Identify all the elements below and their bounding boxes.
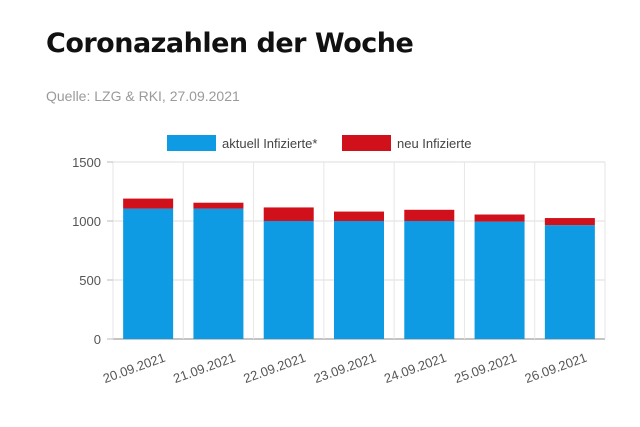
y-tick-label: 0: [94, 332, 101, 347]
bar-aktuell-infizierte[interactable]: [544, 225, 595, 339]
bar-aktuell-infizierte[interactable]: [193, 208, 244, 339]
x-tick-label: 26.09.2021: [523, 350, 589, 386]
source-note: Quelle: LZG & RKI, 27.09.2021: [46, 88, 240, 104]
bar-neu-infizierte[interactable]: [474, 214, 525, 222]
legend-swatch-neu: [342, 135, 391, 151]
x-tick-label: 21.09.2021: [171, 350, 237, 386]
bar-neu-infizierte[interactable]: [404, 209, 455, 221]
legend-item-aktuell[interactable]: aktuell Infizierte*: [167, 135, 317, 151]
x-axis: 20.09.2021 21.09.2021 22.09.2021 23.09.2021…: [101, 350, 589, 386]
bars: [123, 198, 595, 339]
legend-swatch-aktuell: [167, 135, 216, 151]
y-axis: 0 500 1000 1500: [72, 155, 113, 347]
x-tick-label: 24.09.2021: [382, 350, 448, 386]
bar-neu-infizierte[interactable]: [193, 202, 244, 209]
bar-aktuell-infizierte[interactable]: [123, 208, 174, 339]
bar-aktuell-infizierte[interactable]: [404, 221, 455, 339]
bar-aktuell-infizierte[interactable]: [263, 221, 314, 339]
legend: aktuell Infizierte* neu Infizierte: [167, 135, 471, 151]
bar-neu-infizierte[interactable]: [544, 218, 595, 226]
x-tick-label: 20.09.2021: [101, 350, 167, 386]
x-tick-label: 23.09.2021: [312, 350, 378, 386]
x-tick-label: 22.09.2021: [241, 350, 307, 386]
bar-neu-infizierte[interactable]: [263, 207, 314, 221]
bar-neu-infizierte[interactable]: [334, 211, 384, 221]
x-tick-label: 25.09.2021: [452, 350, 518, 386]
legend-item-neu[interactable]: neu Infizierte: [342, 135, 471, 151]
legend-label-aktuell: aktuell Infizierte*: [222, 136, 317, 151]
bar-aktuell-infizierte[interactable]: [334, 221, 384, 339]
legend-label-neu: neu Infizierte: [397, 136, 471, 151]
y-tick-label: 1500: [72, 155, 101, 170]
bar-aktuell-infizierte[interactable]: [474, 221, 525, 339]
page-title: Coronazahlen der Woche: [46, 28, 414, 59]
y-tick-label: 500: [79, 273, 101, 288]
y-tick-label: 1000: [72, 214, 101, 229]
bar-neu-infizierte[interactable]: [123, 198, 174, 209]
